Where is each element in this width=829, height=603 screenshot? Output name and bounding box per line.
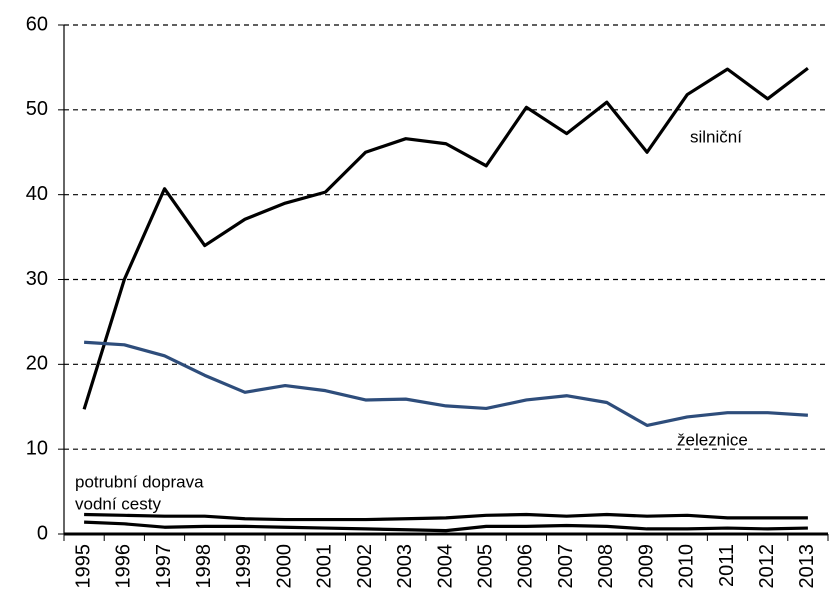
x-tick-label: 1997 [153, 544, 175, 589]
series-line [84, 340, 808, 428]
y-tick-label: 40 [26, 183, 48, 205]
x-tick-label: 2000 [273, 544, 295, 589]
series-label: železnice [677, 430, 748, 449]
y-tick-label: 0 [37, 522, 48, 544]
y-tick-label: 30 [26, 268, 48, 290]
y-tick-label: 10 [26, 437, 48, 459]
series-label: vodní cesty [75, 494, 161, 513]
x-tick-label: 1996 [113, 544, 135, 589]
x-tick-label: 2012 [756, 544, 778, 589]
series-line [82, 66, 809, 410]
x-tick-label: 2006 [515, 544, 537, 589]
x-tick-label: 2001 [314, 544, 336, 589]
x-tick-label: 2003 [394, 544, 416, 589]
x-tick-label: 2010 [676, 544, 698, 589]
x-tick-label: 2013 [796, 544, 818, 589]
y-tick-label: 20 [26, 353, 48, 375]
y-tick-label: 50 [26, 98, 48, 120]
x-tick-label: 1995 [72, 544, 94, 589]
series-label: silniční [690, 127, 742, 146]
x-tick-label: 2008 [595, 544, 617, 589]
series-label: potrubní doprava [75, 472, 204, 491]
x-tick-label: 2002 [354, 544, 376, 589]
x-tick-label: 2004 [434, 544, 456, 589]
series-line [84, 520, 808, 533]
y-tick-label: 60 [26, 13, 48, 35]
x-tick-label: 1998 [193, 544, 215, 589]
x-tick-label: 1999 [233, 544, 255, 589]
series-line [84, 512, 808, 522]
x-tick-label: 2005 [474, 544, 496, 589]
x-tick-label: 2007 [555, 544, 577, 589]
x-tick-label: 2009 [635, 544, 657, 589]
x-tick-label: 2011 [716, 544, 738, 587]
